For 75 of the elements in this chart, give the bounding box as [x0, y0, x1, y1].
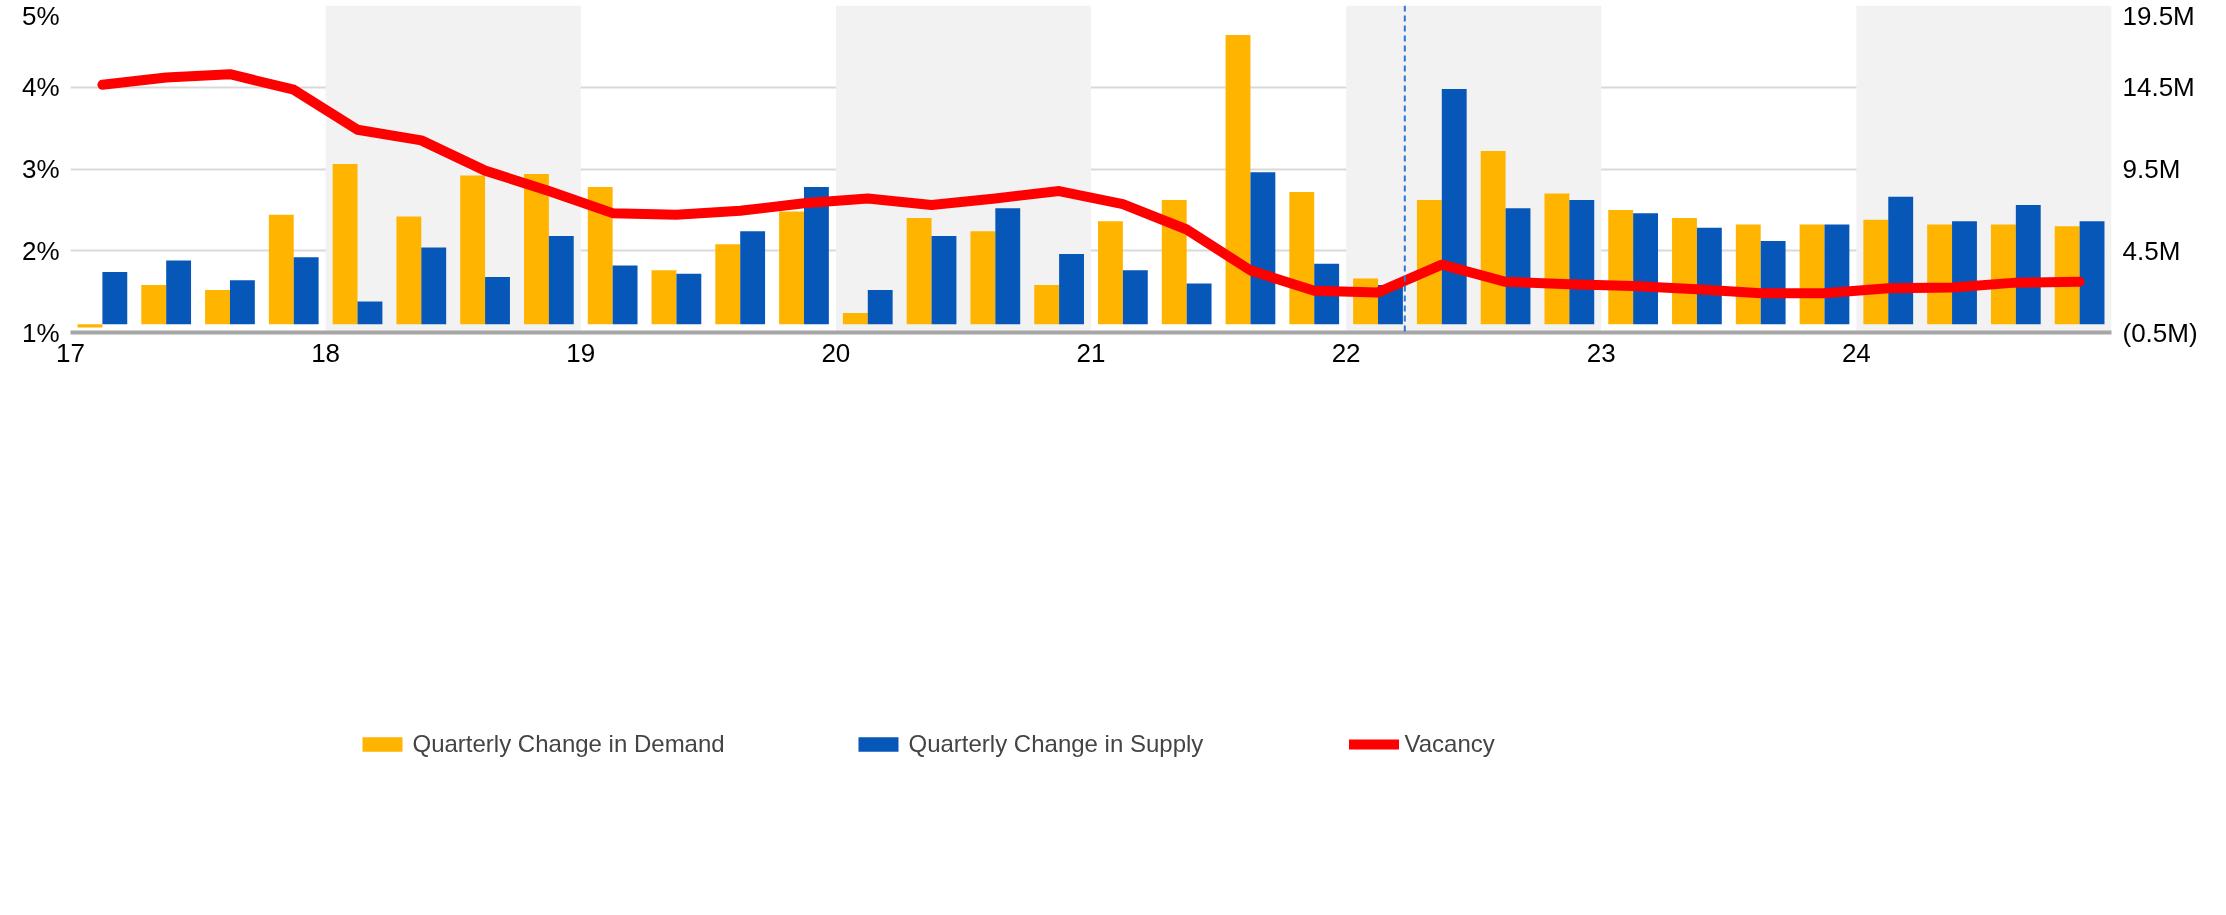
bar — [1250, 172, 1276, 325]
bar — [587, 186, 613, 325]
bar — [485, 276, 510, 325]
y-tick-label: 4% — [21, 72, 60, 103]
bar — [715, 244, 741, 325]
bar — [803, 186, 829, 325]
bar — [867, 289, 893, 325]
bar — [77, 324, 103, 328]
x-tick-label: 20 — [821, 337, 851, 368]
bar — [548, 236, 574, 325]
bar — [651, 270, 677, 325]
x-tick-label: 24 — [1841, 337, 1871, 368]
bar — [396, 216, 422, 325]
bar — [166, 260, 192, 325]
legend-label: Quarterly Change in Supply — [908, 730, 1205, 758]
bar — [1633, 213, 1659, 325]
bar — [1480, 151, 1506, 325]
bar — [2054, 226, 2080, 325]
legend-label: Quarterly Change in Demand — [412, 730, 726, 758]
y2-tick-label: 19.5M — [2122, 0, 2195, 31]
bar — [970, 231, 996, 325]
bar — [1034, 285, 1060, 325]
bar — [141, 285, 167, 325]
bar — [421, 247, 447, 325]
x-tick-label: 21 — [1076, 337, 1106, 368]
bar — [357, 301, 383, 325]
bar — [1569, 200, 1595, 325]
bar — [1122, 270, 1148, 325]
y2-tick-label: 14.5M — [2122, 72, 2195, 103]
bar — [740, 231, 766, 325]
bar — [102, 272, 128, 325]
y-tick-label: 2% — [21, 235, 60, 266]
bar — [612, 265, 638, 325]
bar — [1289, 191, 1315, 325]
bar — [1059, 254, 1084, 325]
bar — [1186, 283, 1212, 325]
legend-label: Vacancy — [1404, 730, 1496, 758]
x-tick-label: 23 — [1586, 337, 1616, 368]
bar — [523, 173, 549, 325]
bar — [1441, 88, 1467, 325]
bar — [1225, 34, 1251, 325]
bar — [1927, 224, 1953, 325]
bar — [1098, 221, 1123, 325]
bar — [931, 236, 957, 325]
x-tick-label: 19 — [566, 337, 596, 368]
y2-tick-label: (0.5M) — [2122, 317, 2198, 348]
y-tick-label: 5% — [21, 0, 60, 31]
bar — [205, 289, 230, 325]
bar — [293, 257, 319, 325]
bar — [229, 280, 255, 325]
bar — [1672, 218, 1697, 325]
y2-tick-label: 9.5M — [2122, 154, 2181, 184]
bar — [1161, 200, 1187, 325]
bar — [1544, 193, 1570, 325]
bar — [268, 214, 294, 325]
bar — [1735, 224, 1761, 325]
bar — [1952, 221, 1977, 325]
x-tick-label: 22 — [1331, 337, 1361, 368]
bar — [1824, 224, 1850, 325]
y2-tick-label: 4.5M — [2122, 235, 2181, 266]
bar — [2079, 221, 2105, 325]
bar — [906, 218, 932, 325]
bar — [460, 175, 486, 325]
bar — [1416, 200, 1442, 325]
bar — [842, 312, 868, 325]
bar — [1863, 219, 1889, 325]
bar — [2015, 204, 2041, 325]
bar — [676, 273, 702, 325]
bar — [332, 164, 358, 325]
bar — [779, 211, 804, 325]
bar — [1888, 196, 1914, 325]
bar — [995, 208, 1021, 325]
y-tick-label: 3% — [21, 154, 60, 184]
bar — [1608, 209, 1634, 325]
x-tick-label: 18 — [311, 337, 341, 368]
